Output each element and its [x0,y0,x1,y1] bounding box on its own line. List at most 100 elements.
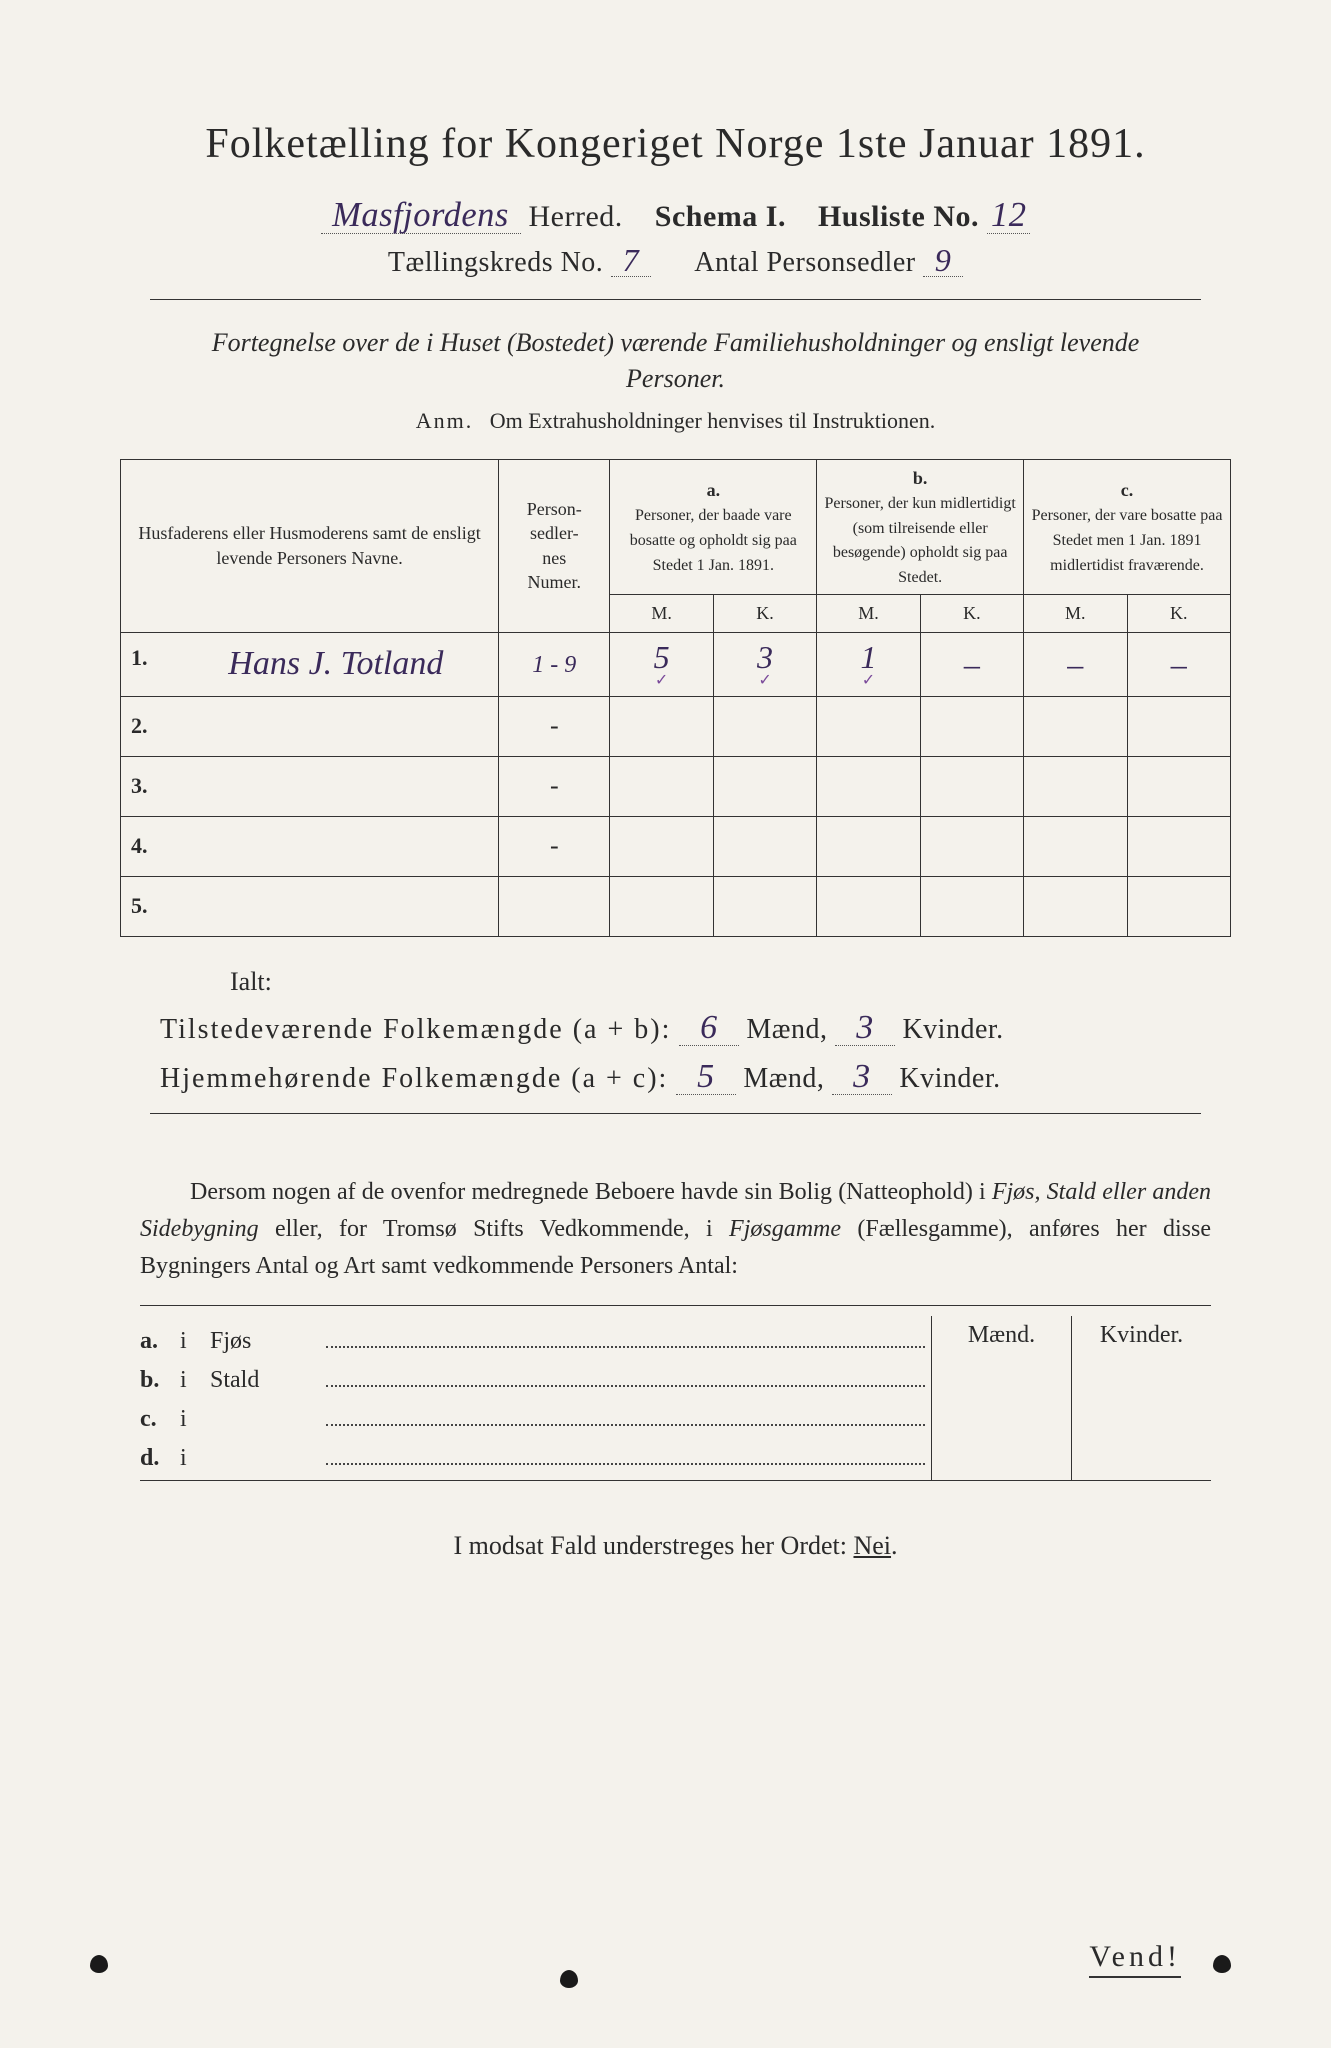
sum-ab-m: 6 [679,1011,739,1046]
cell-c-m [1024,876,1127,936]
census-form-page: Folketælling for Kongeriget Norge 1ste J… [0,0,1331,2048]
bottom-right: Mænd. Kvinder. [931,1316,1211,1480]
punch-hole-icon [90,1955,108,1973]
cell-a-m [610,756,713,816]
cell-name: 1. Hans J. Totland [121,632,499,696]
col-maend: Mænd. [932,1316,1072,1480]
antal-handwritten: 9 [923,244,963,277]
th-a-label: a. [707,480,721,500]
row-num: 4. [131,833,148,859]
cell-num [499,876,610,936]
row-num: 1. [131,645,148,671]
cell-c-m: – [1024,632,1127,696]
th-b-k: K. [920,595,1023,632]
cell-c-k [1127,756,1231,816]
table-head: Husfaderens eller Husmoderens samt de en… [121,459,1231,632]
th-c-text: Personer, der vare bosatte paa Stedet me… [1032,507,1223,573]
row-tag: c. [140,1406,180,1433]
th-b: b. Personer, der kun midlertidigt (som t… [817,459,1024,595]
cell-b-m [817,756,920,816]
cell-b-k [920,696,1023,756]
cell-name: 2. [121,696,499,756]
modsat-pre: I modsat Fald understreges her Ordet: [453,1531,853,1560]
cell-b-k: – [920,632,1023,696]
sum-ab-label: Tilstedeværende Folkemængde (a + b): [160,1014,671,1045]
cell-c-m [1024,756,1127,816]
col-kvinder: Kvinder. [1072,1316,1211,1480]
sum-line-ac: Hjemmehørende Folkemængde (a + c): 5 Mæn… [160,1060,1231,1095]
th-c-k: K. [1127,595,1231,632]
tick-mark: ✓ [614,670,708,690]
cell-c-m [1024,816,1127,876]
cell-c-k [1127,696,1231,756]
cell-b-m: 1✓ [817,632,920,696]
header-line-1: Masfjordens Herred. Schema I. Husliste N… [120,198,1231,234]
sum-ab-k: 3 [835,1011,895,1046]
cell-b-k [920,816,1023,876]
maend-label: Mænd, [743,1063,824,1094]
row-label: Stald [210,1367,320,1394]
table-row: 1. Hans J. Totland 1 - 9 5✓ 3✓ 1✓ – – – [121,632,1231,696]
modsat-nei: Nei [853,1531,891,1560]
table-row: 2. - [121,696,1231,756]
cell-num: - [499,696,610,756]
ialt-label: Ialt: [230,967,1231,997]
dotted-line [326,1324,925,1348]
row-num: 3. [131,773,148,799]
th-c-label: c. [1121,480,1134,500]
bottom-row-b: b. i Stald [140,1363,931,1394]
schema-label: Schema I. [655,200,786,233]
th-a-k: K. [713,595,816,632]
num-hw: 1 - 9 [532,652,576,678]
row-i: i [180,1406,210,1433]
tick-mark: ✓ [718,670,812,690]
dotted-line [326,1402,925,1426]
cell-a-k: 3✓ [713,632,816,696]
kreds-label: Tællingskreds No. [388,247,603,278]
th-name-text: Husfaderens eller Husmoderens samt de en… [138,523,480,567]
census-table: Husfaderens eller Husmoderens samt de en… [120,459,1231,937]
maend-label: Mænd, [746,1014,827,1045]
cell-a-m [610,816,713,876]
row-i: i [180,1328,210,1355]
val-hw: – [1067,646,1083,682]
dotted-line [326,1363,925,1387]
cell-a-k [713,756,816,816]
row-i: i [180,1445,210,1472]
header-line-2: Tællingskreds No. 7 Antal Personsedler 9 [120,244,1231,279]
explanation-paragraph: Dersom nogen af de ovenfor medregnede Be… [140,1174,1211,1286]
dotted-line [326,1441,925,1465]
divider [140,1480,1211,1481]
divider [140,1305,1211,1306]
cell-a-m [610,696,713,756]
th-num: Person- sedler- nes Numer. [499,459,610,632]
divider [150,1113,1201,1114]
row-num: 5. [131,893,148,919]
th-c: c. Personer, der vare bosatte paa Stedet… [1024,459,1231,595]
cell-a-k [713,816,816,876]
row-tag: d. [140,1445,180,1472]
th-a: a. Personer, der baade vare bosatte og o… [610,459,817,595]
punch-hole-icon [560,1970,578,1988]
herred-label: Herred. [529,200,623,233]
th-a-m: M. [610,595,713,632]
punch-hole-icon [1213,1955,1231,1973]
cell-b-m [817,696,920,756]
sum-ac-k: 3 [832,1060,892,1095]
cell-name: 5. [121,876,499,936]
cell-c-k [1127,816,1231,876]
cell-c-k: – [1127,632,1231,696]
th-name: Husfaderens eller Husmoderens samt de en… [121,459,499,632]
vend-label: Vend! [1089,1940,1181,1978]
cell-c-k [1127,876,1231,936]
cell-num: - [499,816,610,876]
th-c-m: M. [1024,595,1127,632]
cell-c-m [1024,696,1127,756]
row-tag: a. [140,1328,180,1355]
bottom-row-c: c. i [140,1402,931,1433]
row-num: 2. [131,713,148,739]
cell-b-m [817,816,920,876]
sum-line-ab: Tilstedeværende Folkemængde (a + b): 6 M… [160,1011,1231,1046]
row-label: Fjøs [210,1328,320,1355]
th-b-text: Personer, der kun midlertidigt (som tilr… [824,495,1015,586]
